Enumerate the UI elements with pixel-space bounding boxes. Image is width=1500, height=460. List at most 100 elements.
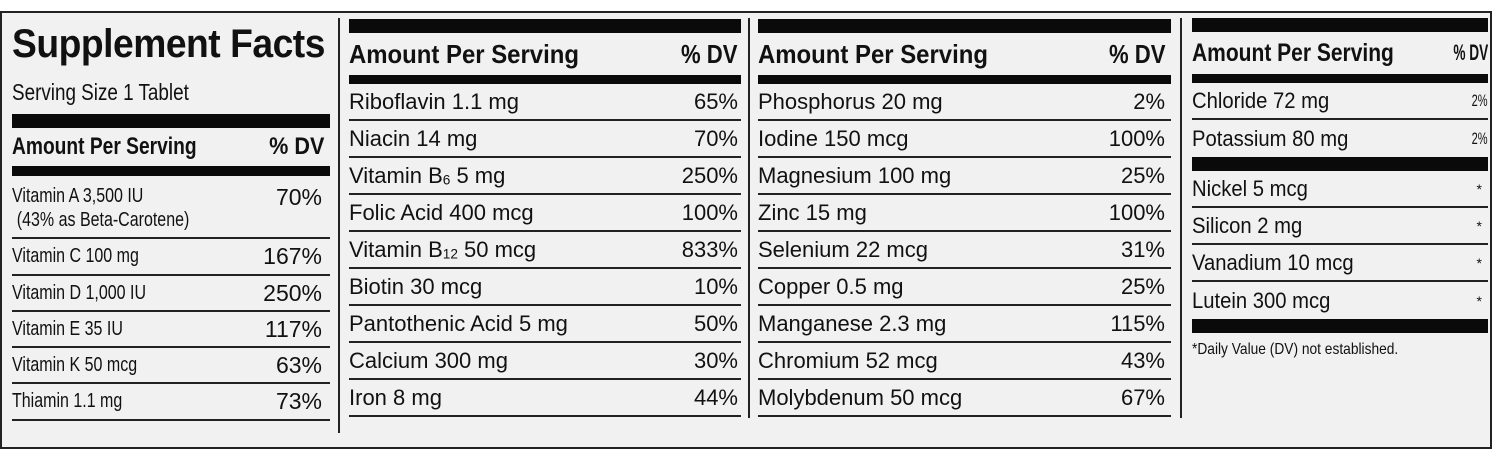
nutrient-name: Magnesium 100 mg [758,162,952,188]
facts-column-4: Amount Per Serving % DV Chloride 72 mg 2%… [1192,18,1489,359]
nutrient-name: Phosphorus 20 mg [758,88,943,114]
nutrient-row: Niacin 14 mg 70% [349,121,741,158]
nutrient-name: Chromium 52 mcg [758,347,938,373]
nutrient-row: Vitamin D 1,000 IU 250% [12,276,330,312]
nutrient-name: Chloride 72 mg [1192,87,1330,113]
nutrient-dv: 50% [693,310,738,336]
nutrient-row: Silicon 2 mg * [1192,208,1488,245]
nutrient-dv: 833% [681,236,738,262]
nutrient-dv: 2% [1472,90,1488,110]
nutrient-dv: 117% [264,315,322,342]
nutrient-dv: * [1476,292,1482,309]
nutrient-row: Vitamin B6 5 mg 250% [349,158,741,195]
nutrient-dv: 73% [275,388,322,414]
thick-divider [1192,18,1488,32]
thick-divider [12,166,330,176]
header-dv: % DV [268,133,324,160]
thick-divider [758,19,1171,33]
nutrient-row: Vitamin A 3,500 IU (43% as Beta-Carotene… [12,176,330,239]
facts-column-1: Supplement Facts Serving Size 1 Tablet A… [12,22,330,421]
nutrient-row: Chloride 72 mg 2% [1192,83,1488,120]
serving-size: Serving Size 1 Tablet [12,79,189,105]
nutrient-row: Lutein 300 mcg * [1192,282,1488,319]
nutrient-name: Iron 8 mg [349,384,442,410]
header-dv: % DV [680,38,737,69]
footnote: *Daily Value (DV) not established. [1192,341,1399,358]
nutrient-dv: 2% [1472,128,1488,148]
nutrient-row: Selenium 22 mcg 31% [758,232,1171,269]
nutrient-name: Vitamin B12 50 mcg [349,236,537,262]
nutrient-name: Calcium 300 mg [349,347,508,373]
nutrient-row: Phosphorus 20 mg 2% [758,84,1171,121]
nutrient-name: Niacin 14 mg [349,125,478,151]
nutrient-name: Copper 0.5 mg [758,273,904,299]
nutrient-row: Zinc 15 mg 100% [758,195,1171,232]
nutrient-row: Vitamin K 50 mcg 63% [12,348,330,384]
page-title: Supplement Facts [12,22,325,66]
nutrient-dv: 2% [1133,88,1165,114]
nutrient-name: Molybdenum 50 mcg [758,384,963,410]
nutrient-name: Vanadium 10 mcg [1192,249,1354,275]
nutrient-dv: 25% [1120,273,1165,299]
nutrient-row: Calcium 300 mg 30% [349,343,741,380]
nutrient-name: Vitamin E 35 IU [12,317,123,340]
nutrient-note: (43% as Beta-Carotene) [16,209,190,231]
nutrient-list: Riboflavin 1.1 mg 65% Niacin 14 mg 70% Vit… [349,84,741,417]
nutrient-dv: 70% [693,125,738,151]
label-panel-1 [0,11,338,449]
nutrient-name: Potassium 80 mg [1192,125,1349,151]
nutrient-dv: 115% [1110,310,1165,336]
nutrient-dv: 63% [275,351,322,378]
thick-divider [1192,319,1488,333]
nutrient-list: Phosphorus 20 mg 2% Iodine 150 mcg 100% Ma… [758,84,1171,417]
header-amount: Amount Per Serving [758,38,988,69]
nutrient-name: Lutein 300 mcg [1192,287,1331,313]
nutrient-name: Silicon 2 mg [1192,212,1303,238]
nutrient-dv: 67% [1120,384,1165,410]
thick-divider [758,75,1171,84]
nutrient-dv: 167% [263,243,322,269]
nutrient-dv: 65% [693,88,738,114]
header-dv: % DV [1108,38,1165,69]
nutrient-row: Iron 8 mg 44% [349,380,741,417]
header-dv: % DV [1453,40,1489,65]
nutrient-name: Manganese 2.3 mg [758,310,947,336]
nutrient-dv: 70% [275,184,322,210]
thick-divider [1192,74,1488,83]
column-header: Amount Per Serving % DV [349,33,741,75]
thick-divider [349,75,741,84]
nutrient-name: Thiamin 1.1 mg [12,390,123,412]
nutrient-name: Biotin 30 mcg [349,273,483,299]
nutrient-name: Folic Acid 400 mcg [349,199,534,225]
nutrient-dv: 100% [1108,125,1165,151]
nutrient-row: Iodine 150 mcg 100% [758,121,1171,158]
header-amount: Amount Per Serving [1192,38,1394,67]
nutrient-dv: 100% [1108,199,1165,225]
nutrient-name: Nickel 5 mcg [1192,175,1308,201]
nutrient-row: Molybdenum 50 mcg 67% [758,380,1171,417]
nutrient-row: Potassium 80 mg 2% [1192,120,1488,157]
facts-column-3: Amount Per Serving % DV Phosphorus 20 mg… [758,19,1171,417]
nutrient-dv: 250% [681,162,738,188]
nutrient-list: Chloride 72 mg 2% Potassium 80 mg 2% [1192,83,1488,157]
thick-divider [1192,157,1488,171]
header-amount: Amount Per Serving [349,38,579,69]
nutrient-dv: 10% [693,273,738,299]
nutrient-row: Magnesium 100 mg 25% [758,158,1171,195]
thick-divider [349,19,741,33]
facts-column-2: Amount Per Serving % DV Riboflavin 1.1 m… [349,19,741,417]
column-header: Amount Per Serving % DV [758,33,1171,75]
nutrient-row: Vitamin C 100 mg 167% [12,239,330,276]
thick-divider [12,114,330,128]
nutrient-name: Zinc 15 mg [758,199,867,225]
nutrient-name: Selenium 22 mcg [758,236,928,262]
nutrient-row: Riboflavin 1.1 mg 65% [349,84,741,121]
column-divider [338,18,340,433]
nutrient-name: Vitamin C 100 mg [12,245,139,267]
nutrient-dv: 30% [693,347,738,373]
nutrient-dv: 31% [1120,236,1165,262]
label-panel-4 [1180,11,1492,449]
nutrient-list-not-established: Nickel 5 mcg * Silicon 2 mg * Vanadium 10 … [1192,171,1488,319]
nutrient-name: Riboflavin 1.1 mg [349,88,519,114]
nutrient-dv: * [1476,254,1482,271]
